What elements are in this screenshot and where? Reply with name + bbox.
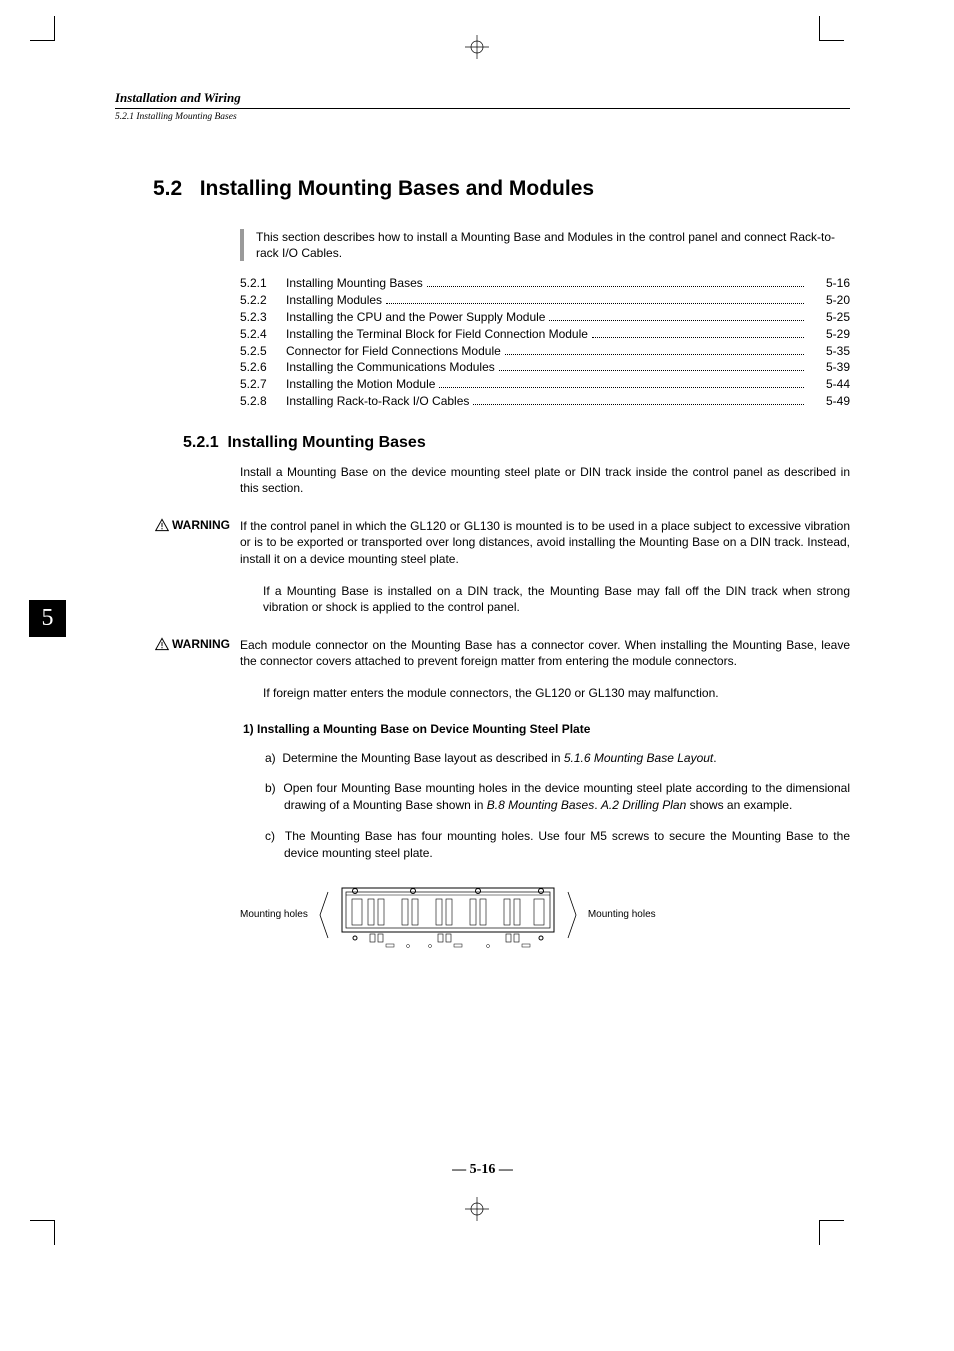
toc-number: 5.2.1 [240,275,286,292]
toc-leader [439,387,804,388]
subsection-heading: 5.2.1 Installing Mounting Bases [183,434,850,452]
crop-mark-bl [30,1220,55,1221]
toc-number: 5.2.7 [240,376,286,393]
toc-leader [592,337,804,338]
toc-page: 5-20 [810,292,850,309]
bracket-right-icon [566,890,580,940]
paragraph: Install a Mounting Base on the device mo… [240,464,850,496]
warning-label-text: WARNING [172,637,230,651]
warning-icon [155,637,169,651]
toc-entry: 5.2.7Installing the Motion Module 5-44 [240,376,850,393]
toc-title: Installing Mounting Bases [286,275,423,292]
section-number: 5.2 [153,177,182,200]
toc-page: 5-35 [810,343,850,360]
toc-page: 5-39 [810,359,850,376]
toc-title: Installing Modules [286,292,382,309]
toc-leader [549,320,804,321]
diagram-label-right: Mounting holes [588,909,656,920]
intro-text: This section describes how to install a … [256,229,850,261]
toc-leader [505,354,804,355]
intro-accent-bar [240,229,244,261]
toc-entry: 5.2.4Installing the Terminal Block for F… [240,326,850,343]
section-heading: 5.2 Installing Mounting Bases and Module… [153,177,850,201]
page-content: Installation and Wiring 5.2.1 Installing… [115,90,850,948]
toc-number: 5.2.4 [240,326,286,343]
toc-page: 5-16 [810,275,850,292]
toc-page: 5-44 [810,376,850,393]
toc-title: Installing the CPU and the Power Supply … [286,309,545,326]
toc-entry: 5.2.8Installing Rack-to-Rack I/O Cables 5… [240,393,850,410]
procedure-step: a) Determine the Mounting Base layout as… [265,750,850,767]
toc-title: Installing the Communications Modules [286,359,495,376]
intro-block: This section describes how to install a … [240,229,850,261]
warning-consequence: If foreign matter enters the module conn… [263,685,850,701]
mounting-diagram: Mounting holes [240,882,850,948]
toc-title: Installing Rack-to-Rack I/O Cables [286,393,469,410]
warning-text: If the control panel in which the GL120 … [240,518,850,567]
subsection-title: Installing Mounting Bases [227,434,425,451]
warning-block-2: WARNING Each module connector on the Mou… [115,637,850,669]
sub-header: 5.2.1 Installing Mounting Bases [115,112,850,122]
toc-page: 5-49 [810,393,850,410]
toc-number: 5.2.8 [240,393,286,410]
toc-number: 5.2.6 [240,359,286,376]
toc-number: 5.2.5 [240,343,286,360]
toc-entry: 5.2.6Installing the Communications Modul… [240,359,850,376]
warning-icon [155,518,169,532]
subsection-number: 5.2.1 [183,434,219,451]
toc-entry: 5.2.3Installing the CPU and the Power Su… [240,309,850,326]
procedure-heading: 1) Installing a Mounting Base on Device … [243,722,850,736]
toc-leader [473,404,804,405]
toc-leader [427,286,804,287]
procedure-step: b) Open four Mounting Base mounting hole… [265,780,850,814]
chapter-tab: 5 [29,600,66,637]
section-toc: 5.2.1Installing Mounting Bases5-165.2.2I… [240,275,850,409]
diagram-label-left: Mounting holes [240,909,308,920]
warning-label: WARNING [115,518,240,567]
crop-mark-tl [30,40,55,41]
section-title: Installing Mounting Bases and Modules [200,177,594,200]
warning-label-text: WARNING [172,518,230,532]
toc-title: Installing the Terminal Block for Field … [286,326,588,343]
procedure-step: c) The Mounting Base has four mounting h… [265,828,850,862]
toc-title: Installing the Motion Module [286,376,435,393]
toc-leader [386,303,804,304]
toc-title: Connector for Field Connections Module [286,343,501,360]
registration-mark-bottom [465,1197,489,1226]
toc-entry: 5.2.1Installing Mounting Bases 5-16 [240,275,850,292]
toc-number: 5.2.2 [240,292,286,309]
toc-entry: 5.2.2Installing Modules 5-20 [240,292,850,309]
bracket-left-icon [316,890,330,940]
toc-entry: 5.2.5Connector for Field Connections Mod… [240,343,850,360]
warning-label: WARNING [115,637,240,669]
warning-consequence: If a Mounting Base is installed on a DIN… [263,583,850,615]
toc-page: 5-29 [810,326,850,343]
toc-number: 5.2.3 [240,309,286,326]
running-header: Installation and Wiring [115,90,850,109]
crop-mark-br [819,1220,844,1221]
procedure-steps: a) Determine the Mounting Base layout as… [115,750,850,862]
registration-mark-top [465,35,489,64]
warning-text: Each module connector on the Mounting Ba… [240,637,850,669]
page-number: — 5-16 — [452,1162,513,1178]
mounting-base-diagram [338,882,558,948]
toc-page: 5-25 [810,309,850,326]
warning-block-1: WARNING If the control panel in which th… [115,518,850,567]
crop-mark-tr [819,40,844,41]
toc-leader [499,370,804,371]
